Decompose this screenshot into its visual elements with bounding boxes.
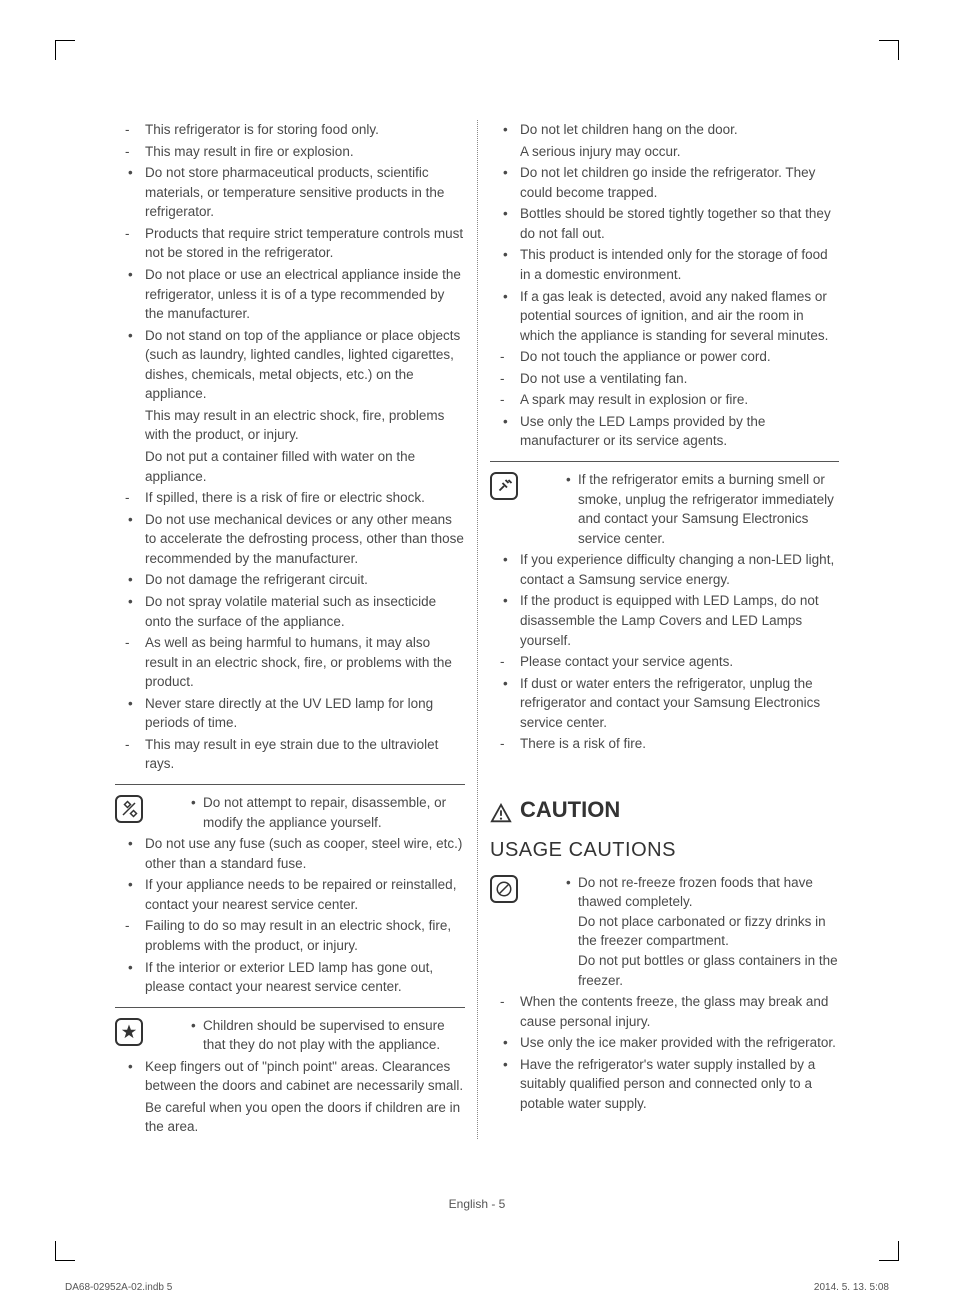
tools-list: Do not attempt to repair, disassemble, o… bbox=[151, 793, 465, 834]
list-item: This product is intended only for the st… bbox=[490, 245, 839, 284]
usage-cautions-heading: USAGE CAUTIONS bbox=[490, 836, 839, 865]
caution-heading: CAUTION bbox=[490, 794, 839, 826]
list-item: Do not damage the refrigerant circuit. bbox=[115, 570, 465, 590]
list-item: Please contact your service agents. bbox=[490, 652, 839, 672]
list-item: This refrigerator is for storing food on… bbox=[115, 120, 465, 140]
list-item: If you experience difficulty changing a … bbox=[490, 550, 839, 589]
list-item: If dust or water enters the refrigerator… bbox=[490, 674, 839, 733]
no-tools-icon bbox=[115, 795, 143, 823]
list-item: Do not touch the appliance or power cord… bbox=[490, 347, 839, 367]
tools-section: Do not attempt to repair, disassemble, o… bbox=[115, 793, 465, 834]
right-column: Do not let children hang on the door.A s… bbox=[477, 120, 839, 1139]
left-column: This refrigerator is for storing food on… bbox=[115, 120, 477, 1139]
list-item: Do not use a ventilating fan. bbox=[490, 369, 839, 389]
crop-mark bbox=[879, 1241, 899, 1261]
list-item: Children should be supervised to ensure … bbox=[151, 1016, 465, 1055]
warning-list: This refrigerator is for storing food on… bbox=[115, 120, 465, 774]
warning-list: Keep fingers out of "pinch point" areas.… bbox=[115, 1057, 465, 1137]
list-item: Failing to do so may result in an electr… bbox=[115, 916, 465, 955]
list-item: A serious injury may occur. bbox=[490, 142, 839, 162]
list-item: Use only the ice maker provided with the… bbox=[490, 1033, 839, 1053]
list-item: When the contents freeze, the glass may … bbox=[490, 992, 839, 1031]
divider bbox=[490, 461, 839, 462]
prohibit-list: Do not re-freeze frozen foods that have … bbox=[526, 873, 839, 992]
list-item: As well as being harmful to humans, it m… bbox=[115, 633, 465, 692]
warning-list: When the contents freeze, the glass may … bbox=[490, 992, 839, 1113]
list-item: Use only the LED Lamps provided by the m… bbox=[490, 412, 839, 451]
crop-mark bbox=[55, 1241, 75, 1261]
list-item: If the refrigerator emits a burning smel… bbox=[526, 470, 839, 548]
list-item: Do not stand on top of the appliance or … bbox=[115, 326, 465, 404]
list-item: This may result in eye strain due to the… bbox=[115, 735, 465, 774]
list-item: If a gas leak is detected, avoid any nak… bbox=[490, 287, 839, 346]
divider bbox=[115, 784, 465, 785]
warning-list: Do not use any fuse (such as cooper, ste… bbox=[115, 834, 465, 997]
children-list: Children should be supervised to ensure … bbox=[151, 1016, 465, 1057]
star-icon bbox=[115, 1018, 143, 1046]
page-number: English - 5 bbox=[55, 1197, 899, 1211]
list-item: Do not put a container filled with water… bbox=[115, 447, 465, 486]
list-item: A spark may result in explosion or fire. bbox=[490, 390, 839, 410]
list-item: Do not use mechanical devices or any oth… bbox=[115, 510, 465, 569]
footer-timestamp: 2014. 5. 13. 5:08 bbox=[814, 1282, 889, 1293]
list-item: Keep fingers out of "pinch point" areas.… bbox=[115, 1057, 465, 1096]
plug-icon bbox=[490, 472, 518, 500]
plug-section: If the refrigerator emits a burning smel… bbox=[490, 470, 839, 550]
list-item: If the interior or exterior LED lamp has… bbox=[115, 958, 465, 997]
list-item: Be careful when you open the doors if ch… bbox=[115, 1098, 465, 1137]
list-item: Do not use any fuse (such as cooper, ste… bbox=[115, 834, 465, 873]
crop-mark bbox=[55, 40, 75, 60]
list-item: Have the refrigerator's water supply ins… bbox=[490, 1055, 839, 1114]
list-item: Do not store pharmaceutical products, sc… bbox=[115, 163, 465, 222]
page-frame: This refrigerator is for storing food on… bbox=[55, 40, 899, 1261]
warning-list: Do not let children hang on the door.A s… bbox=[490, 120, 839, 451]
list-item: If the product is equipped with LED Lamp… bbox=[490, 591, 839, 650]
prohibit-icon bbox=[490, 875, 518, 903]
divider bbox=[115, 1007, 465, 1008]
crop-mark bbox=[879, 40, 899, 60]
footer-filename: DA68-02952A-02.indb 5 bbox=[65, 1282, 172, 1293]
list-item: Do not re-freeze frozen foods that have … bbox=[526, 873, 839, 990]
caution-label: CAUTION bbox=[520, 794, 620, 826]
list-item: Do not place or use an electrical applia… bbox=[115, 265, 465, 324]
list-item: Never stare directly at the UV LED lamp … bbox=[115, 694, 465, 733]
list-item: If spilled, there is a risk of fire or e… bbox=[115, 488, 465, 508]
list-item: This may result in fire or explosion. bbox=[115, 142, 465, 162]
warning-list: If you experience difficulty changing a … bbox=[490, 550, 839, 754]
children-section: Children should be supervised to ensure … bbox=[115, 1016, 465, 1057]
list-item: There is a risk of fire. bbox=[490, 734, 839, 754]
content-columns: This refrigerator is for storing food on… bbox=[55, 40, 899, 1159]
list-item: Bottles should be stored tightly togethe… bbox=[490, 204, 839, 243]
list-item: Products that require strict temperature… bbox=[115, 224, 465, 263]
list-item: Do not attempt to repair, disassemble, o… bbox=[151, 793, 465, 832]
plug-list: If the refrigerator emits a burning smel… bbox=[526, 470, 839, 550]
prohibit-section: Do not re-freeze frozen foods that have … bbox=[490, 873, 839, 992]
list-item: Do not let children go inside the refrig… bbox=[490, 163, 839, 202]
list-item: This may result in an electric shock, fi… bbox=[115, 406, 465, 445]
list-item: Do not let children hang on the door. bbox=[490, 120, 839, 140]
list-item: If your appliance needs to be repaired o… bbox=[115, 875, 465, 914]
list-item: Do not spray volatile material such as i… bbox=[115, 592, 465, 631]
warning-triangle-icon bbox=[490, 800, 512, 820]
